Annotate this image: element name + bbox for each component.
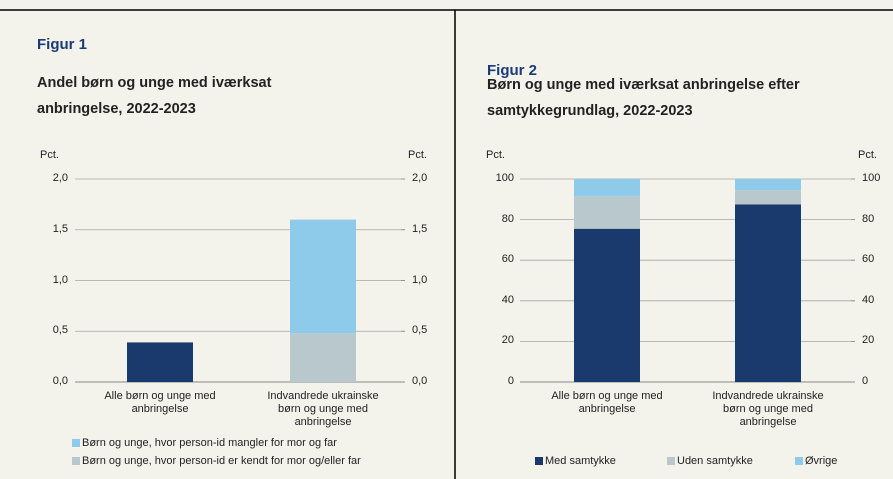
- y-tick-label: 60: [501, 253, 514, 266]
- legend-swatch: [72, 439, 80, 447]
- y2-tick-label: 80: [862, 212, 875, 225]
- bar-segment: [574, 228, 640, 382]
- y-tick-label: 0: [507, 375, 514, 387]
- x-tick-label: Alle børn og unge med anbringelse: [104, 390, 216, 415]
- y2-tick-label: 0,5: [412, 324, 428, 337]
- legend-swatch: [72, 457, 80, 465]
- y-tick-label: 0,5: [52, 324, 68, 337]
- figure-label: Figur 1: [37, 36, 88, 53]
- y2-axis-label: Pct.: [408, 149, 427, 161]
- legend-label: Børn og unge, hvor person-id er kendt fo…: [82, 455, 361, 467]
- y-axis-label: Pct.: [486, 149, 505, 161]
- y-tick-label: 20: [501, 334, 514, 347]
- y-tick-label: 80: [501, 212, 514, 225]
- y2-tick-label: 0: [862, 375, 869, 387]
- legend-swatch: [667, 457, 675, 465]
- y-tick-label: 1,5: [52, 222, 68, 235]
- legend-label: Med samtykke: [545, 455, 616, 467]
- y2-axis-label: Pct.: [858, 149, 877, 161]
- bar-segment: [127, 342, 193, 382]
- y-axis-label: Pct.: [40, 149, 59, 161]
- y2-tick-label: 100: [862, 172, 881, 184]
- x-tick-label: Alle børn og unge med anbringelse: [551, 390, 663, 415]
- y-tick-label: 100: [495, 172, 514, 184]
- y-tick-label: 40: [501, 293, 514, 306]
- chart-title: Børn og unge med iværksat anbringelse ef…: [487, 77, 800, 119]
- bar-segment: [290, 333, 356, 382]
- bar-segment: [735, 204, 801, 382]
- legend-label: Øvrige: [805, 455, 838, 467]
- y2-tick-label: 0,0: [412, 375, 428, 387]
- y2-tick-label: 60: [862, 253, 875, 266]
- y-tick-label: 0,0: [52, 375, 68, 387]
- y2-tick-label: 1,5: [412, 222, 428, 235]
- chart-title: Andel børn og unge med iværksat anbringe…: [37, 75, 272, 117]
- bar-segment: [735, 179, 801, 191]
- y-tick-label: 1,0: [52, 273, 68, 286]
- x-tick-label: Indvandrede ukrainske børn og unge med a…: [712, 390, 824, 428]
- figure-label: Figur 2: [487, 62, 538, 79]
- bar-segment: [735, 190, 801, 205]
- legend-swatch: [535, 457, 543, 465]
- legend-label: Børn og unge, hvor person-id mangler for…: [82, 437, 337, 449]
- y2-tick-label: 40: [862, 293, 875, 306]
- bar-segment: [290, 219, 356, 334]
- legend-swatch: [795, 457, 803, 465]
- bar-segment: [574, 179, 640, 197]
- bar-segment: [574, 196, 640, 229]
- x-tick-label: Indvandrede ukrainske børn og unge med a…: [267, 390, 379, 428]
- legend-label: Uden samtykke: [677, 455, 753, 467]
- y2-tick-label: 2,0: [412, 172, 428, 184]
- y-tick-label: 2,0: [52, 172, 68, 184]
- y2-tick-label: 20: [862, 334, 875, 347]
- y2-tick-label: 1,0: [412, 273, 428, 286]
